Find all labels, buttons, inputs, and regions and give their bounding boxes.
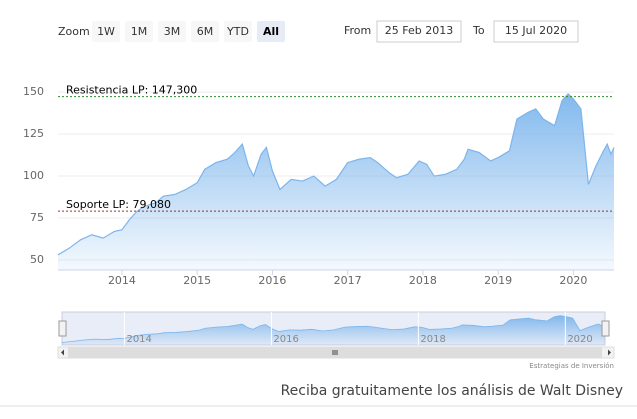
range-button[interactable] (158, 21, 186, 42)
scroll-right[interactable] (608, 349, 611, 356)
navigator-handle[interactable] (58, 320, 67, 337)
x-tick-label: 2019 (484, 274, 512, 287)
to-label: To (472, 24, 485, 37)
from-label: From (344, 24, 371, 37)
to-value: 15 Jul 2020 (505, 24, 567, 37)
footer: Reciba gratuitamente los análisis de Wal… (281, 383, 623, 399)
zoom-label: Zoom (58, 25, 90, 38)
x-tick-label: 2014 (108, 274, 136, 287)
navigator-tick-label: 2020 (567, 334, 592, 345)
x-tick-label: 2015 (183, 274, 211, 287)
from-value: 25 Feb 2013 (385, 24, 453, 37)
range-button-label: 6M (197, 25, 214, 38)
y-tick-label: 100 (23, 169, 44, 182)
credit: Estrategias de Inversión (529, 362, 614, 370)
range-button-label: All (263, 25, 279, 38)
navigator-tick-label: 2018 (420, 334, 445, 345)
range-button[interactable] (191, 21, 219, 42)
range-button[interactable] (92, 21, 120, 42)
x-tick-label: 2020 (559, 274, 587, 287)
line (57, 92, 615, 256)
scrollbar-grip (332, 350, 338, 355)
y-tick-label: 150 (23, 85, 44, 98)
area (58, 93, 614, 270)
y-tick-label: 50 (30, 253, 44, 266)
navigator-handle[interactable] (601, 320, 610, 337)
x-tick-label: 2017 (334, 274, 362, 287)
x-tick-label: 2018 (409, 274, 437, 287)
x-tick-label: 2016 (258, 274, 286, 287)
reference-label: Soporte LP: 79,080 (66, 198, 171, 211)
navigator-tick-label: 2016 (273, 334, 298, 345)
navigator-tick-label: 2014 (126, 334, 151, 345)
to-input[interactable] (493, 20, 579, 43)
range-button[interactable] (224, 21, 252, 42)
range-button-label: 1M (131, 25, 148, 38)
scroll-left[interactable] (61, 349, 64, 356)
range-button[interactable] (257, 21, 285, 42)
line (61, 315, 606, 343)
reference-label: Resistencia LP: 147,300 (66, 84, 197, 97)
y-tick-label: 125 (23, 127, 44, 140)
range-button[interactable] (125, 21, 153, 42)
range-button-label: 1W (97, 25, 115, 38)
from-input[interactable] (376, 20, 462, 43)
range-button-label: 3M (164, 25, 181, 38)
range-button-label: YTD (226, 25, 249, 38)
y-tick-label: 75 (30, 211, 44, 224)
